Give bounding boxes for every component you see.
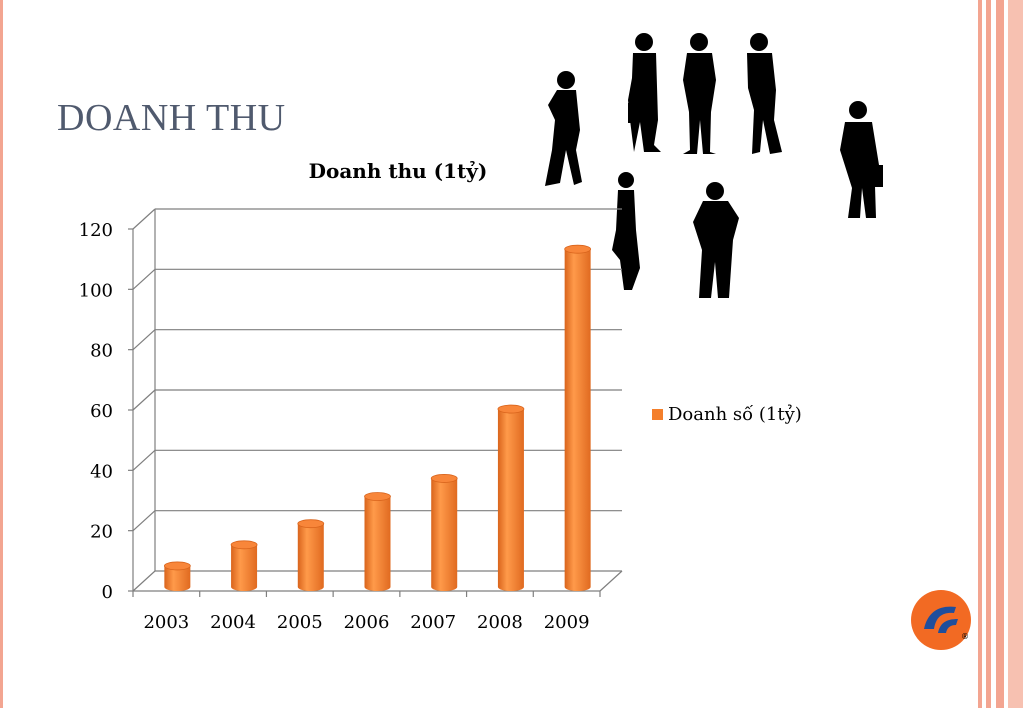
gridline-depth <box>132 268 156 290</box>
y-tick-label: 60 <box>90 401 113 422</box>
svg-text:®: ® <box>961 632 969 641</box>
bar-top <box>430 474 458 483</box>
legend-label: Doanh số (1tỷ) <box>668 404 802 425</box>
bar <box>163 561 191 591</box>
gridline-depth <box>132 570 156 592</box>
bar-top <box>497 404 525 414</box>
bar-top <box>297 519 325 529</box>
x-tick-label: 2003 <box>143 612 189 633</box>
bar-body <box>497 409 524 592</box>
x-tick-label: 2005 <box>277 612 323 633</box>
person-silhouette-icon <box>747 33 782 154</box>
x-tick-label: 2009 <box>544 612 590 633</box>
y-tick-label: 120 <box>79 220 113 241</box>
slide-left-border <box>0 0 3 708</box>
gridline-depth <box>132 389 156 411</box>
bar <box>497 404 525 592</box>
chart-axes <box>128 228 623 597</box>
bar <box>297 519 325 591</box>
company-logo-icon: ® <box>911 590 971 650</box>
bar <box>430 474 458 591</box>
gridline-depth <box>132 449 156 471</box>
x-tick-label: 2008 <box>477 612 523 633</box>
gridline-depth <box>132 510 156 532</box>
person-silhouette-icon <box>840 101 883 218</box>
bar-top <box>364 492 391 501</box>
chart-title: Doanh thu (1tỷ) <box>309 159 488 183</box>
y-tick-label: 80 <box>90 341 113 362</box>
chart-bars <box>163 244 592 592</box>
bar <box>364 492 391 591</box>
bar-top <box>230 540 258 550</box>
person-silhouette-icon <box>628 33 661 152</box>
bar-body <box>164 565 191 591</box>
bar-top <box>163 561 191 571</box>
legend-swatch <box>652 409 663 420</box>
y-tick-label: 20 <box>90 522 113 543</box>
y-tick-label: 0 <box>102 582 113 603</box>
chart-legend: Doanh số (1tỷ) <box>652 404 802 425</box>
bar-body <box>364 496 391 591</box>
floor-edge <box>599 570 623 592</box>
person-silhouette-icon <box>683 33 716 154</box>
bar-top <box>564 244 592 254</box>
right-stripe <box>986 0 991 708</box>
x-tick-label: 2006 <box>344 612 390 633</box>
y-tick-label: 40 <box>90 461 113 482</box>
gridline-depth <box>132 329 156 351</box>
bar <box>564 244 592 591</box>
bar-body <box>564 249 591 591</box>
bar-body <box>297 523 324 591</box>
right-stripe <box>1008 0 1023 708</box>
x-axis-tick-labels: 2003 2004 2005 2006 2007 2008 2009 <box>143 612 589 633</box>
x-tick-label: 2004 <box>210 612 256 633</box>
bar-body <box>231 544 258 591</box>
person-silhouette-icon <box>693 182 739 298</box>
bar <box>230 540 258 591</box>
right-stripe <box>978 0 982 708</box>
person-silhouette-icon <box>612 172 640 290</box>
y-tick-label: 100 <box>79 280 113 301</box>
right-stripe <box>996 0 1004 708</box>
x-tick-label: 2007 <box>410 612 456 633</box>
bar-body <box>431 478 458 591</box>
person-silhouette-icon <box>545 71 582 186</box>
gridline-depth <box>132 208 156 230</box>
slide-title: DOANH THU <box>57 97 286 139</box>
y-axis-tick-labels: 0 20 40 60 80 100 120 <box>79 220 113 603</box>
